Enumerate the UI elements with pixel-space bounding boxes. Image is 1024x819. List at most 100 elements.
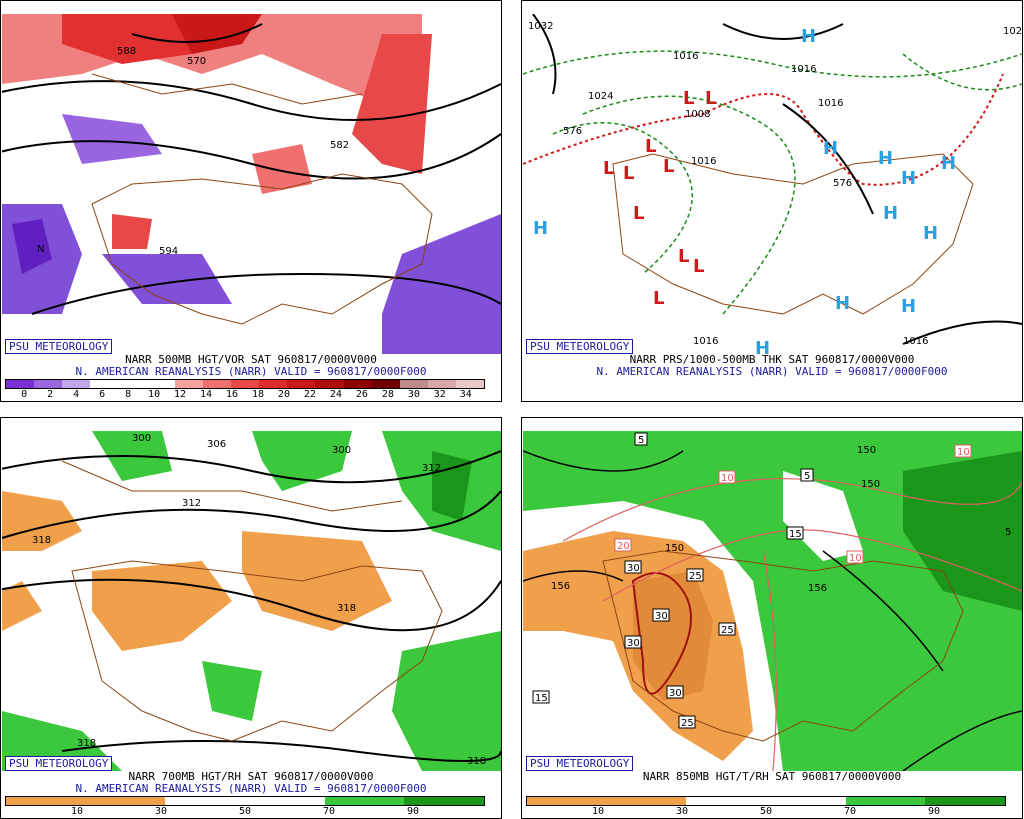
credit-label: PSU METEOROLOGY: [5, 756, 113, 771]
scale-swatch: [174, 380, 203, 388]
contour-label: 588: [117, 46, 136, 57]
temp-label: 10: [957, 447, 970, 458]
height-label: 300: [332, 445, 351, 456]
scale-swatch: [231, 380, 260, 388]
vorticity-map: 588 570 582 594 N: [2, 14, 501, 354]
low-pressure-marker: L: [633, 203, 644, 224]
temp-label: 25: [681, 718, 694, 729]
scale-tick-label: 12: [174, 389, 187, 400]
height-label: 150: [665, 543, 684, 554]
low-pressure-marker: L: [663, 156, 674, 177]
rh700-color-scale: [5, 796, 485, 806]
scale-swatch: [686, 797, 767, 805]
vorticity-color-scale: [5, 379, 485, 389]
scale-tick-label: 20: [277, 389, 290, 400]
isobar-label: 1016: [903, 336, 928, 347]
credit-label: PSU METEOROLOGY: [526, 756, 634, 771]
scale-tick-label: 10: [70, 806, 84, 817]
temp-label: 5: [1005, 527, 1011, 538]
scale-tick-label: 30: [675, 806, 689, 817]
temp-label: 25: [721, 625, 734, 636]
high-pressure-marker: H: [835, 293, 850, 314]
high-pressure-marker: H: [878, 148, 893, 169]
scale-swatch: [527, 797, 607, 805]
height-label: 156: [808, 583, 827, 594]
low-pressure-marker: L: [603, 158, 614, 179]
isobar-label: 1032: [528, 21, 553, 32]
scale-swatch: [845, 797, 926, 805]
low-pressure-marker: L: [705, 88, 716, 109]
rh700-scale-ticks: 10 30 50 70 90: [5, 806, 495, 818]
label-30c: 30: [624, 635, 642, 649]
high-pressure-marker: H: [883, 203, 898, 224]
panel-pressure-thickness: 1032 1024 1016 1008 1016 1024 1016 1016 …: [521, 0, 1023, 402]
panel-title: NARR PRS/1000-500MB THK SAT 960817/0000V…: [629, 353, 915, 366]
panel-title: NARR 500MB HGT/VOR SAT 960817/0000V000: [125, 353, 377, 366]
temp-label: 10: [849, 553, 862, 564]
scale-swatch: [399, 380, 428, 388]
high-pressure-marker: H: [923, 223, 938, 244]
label-10c: 10: [954, 444, 972, 458]
scale-swatch: [427, 380, 456, 388]
temp-label: 30: [655, 611, 668, 622]
scale-tick-label: 32: [433, 389, 446, 400]
height-label: 156: [551, 581, 570, 592]
temp-label: 30: [669, 688, 682, 699]
scale-swatch: [85, 797, 166, 805]
height-label: 312: [182, 498, 201, 509]
isobar-label: 1016: [791, 64, 816, 75]
low-pressure-marker: L: [623, 163, 634, 184]
isobar-label: 1008: [685, 109, 710, 120]
panel-subtitle: N. AMERICAN REANALYSIS (NARR) VALID = 96…: [75, 365, 427, 378]
contour-label: 594: [159, 246, 178, 257]
credit-label: PSU METEOROLOGY: [526, 339, 634, 354]
height-label: 306: [207, 439, 226, 450]
low-center-label: N: [37, 244, 44, 255]
scale-swatch: [315, 380, 344, 388]
vorticity-scale-ticks: 0 2 4 6 8 10 12 14 16 18 20 22 24 26 28 30 32 34: [5, 389, 495, 401]
label-25b: 25: [718, 622, 736, 636]
high-pressure-marker: H: [941, 153, 956, 174]
scale-swatch: [118, 380, 147, 388]
scale-tick-label: 6: [99, 389, 106, 400]
scale-tick-label: 70: [322, 806, 336, 817]
rh850-scale-ticks: 10 30 50 70 90: [526, 806, 1016, 818]
temp-label: 5: [638, 435, 644, 446]
temp-label: 20: [617, 541, 630, 552]
scale-swatch: [925, 797, 1006, 805]
temp-label: 15: [789, 529, 802, 540]
rh700-map: 300 306 300 312 318 312 318 318 318: [2, 431, 501, 771]
height-label: 318: [77, 738, 96, 749]
scale-swatch: [343, 380, 372, 388]
scale-tick-label: 18: [251, 389, 265, 400]
high-pressure-marker: H: [801, 26, 816, 47]
scale-tick-label: 2: [47, 389, 54, 400]
high-pressure-marker: H: [901, 168, 916, 189]
height-label: 150: [861, 479, 880, 490]
height-label: 300: [132, 433, 151, 444]
label-25c: 25: [678, 715, 696, 729]
panel-850mb-rh: 5 5 10 10 20 15 150 156 156 30 30 25 30 …: [521, 417, 1023, 819]
panel-subtitle: N. AMERICAN REANALYSIS (NARR) VALID = 96…: [596, 365, 948, 378]
label-30b: 30: [652, 608, 670, 622]
scale-tick-label: 14: [200, 389, 213, 400]
label-5a: 5: [634, 432, 648, 446]
scale-tick-label: 24: [329, 389, 342, 400]
scale-swatch: [324, 797, 405, 805]
high-pressure-marker: H: [823, 138, 838, 159]
low-pressure-marker: L: [645, 136, 656, 157]
temp-label: 30: [627, 563, 640, 574]
scale-swatch: [456, 380, 485, 388]
scale-swatch: [6, 797, 86, 805]
panel-title: NARR 850MB HGT/T/RH SAT 960817/0000V000: [642, 770, 902, 783]
rh850-map: 5 5 10 10 20 15 150 156 156 30 30 25 30 …: [523, 431, 1022, 771]
scale-tick-label: 22: [303, 389, 316, 400]
temp-label: 30: [627, 638, 640, 649]
temp-label: 25: [689, 571, 702, 582]
scale-tick-label: 50: [238, 806, 252, 817]
label-15: 15: [786, 526, 804, 540]
panel-title: NARR 700MB HGT/RH SAT 960817/0000V000: [128, 770, 374, 783]
scale-swatch: [146, 380, 175, 388]
panel-500mb-vorticity: 588 570 582 594 N PSU METEOROLOGY NARR 5…: [0, 0, 502, 402]
scale-swatch: [62, 380, 91, 388]
